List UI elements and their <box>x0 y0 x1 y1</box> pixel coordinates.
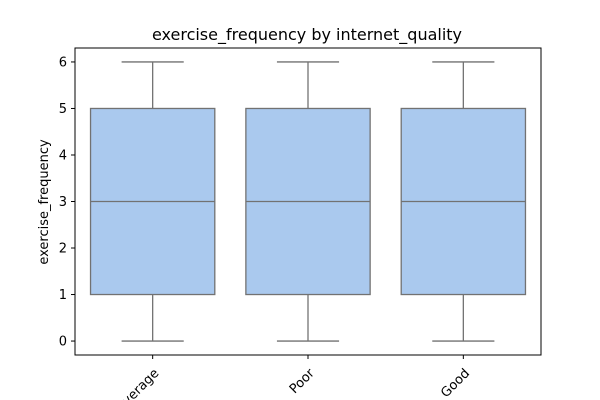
x-axis: Average Poor Good <box>114 355 473 400</box>
y-tick-label: 0 <box>59 335 67 350</box>
x-tick-label: Good <box>438 366 473 400</box>
y-tick-label: 2 <box>59 242 67 257</box>
x-tick-label: Poor <box>287 366 318 397</box>
boxes-group <box>89 61 527 342</box>
y-tick-label: 1 <box>59 288 67 303</box>
y-tick-label: 6 <box>59 55 67 70</box>
y-tick-label: 4 <box>59 148 67 163</box>
y-tick-label: 3 <box>59 195 67 210</box>
y-tick-label: 5 <box>59 102 67 117</box>
x-tick-label: Average <box>114 366 162 400</box>
y-axis-label: exercise_frequency <box>37 139 52 265</box>
y-axis: 0 1 2 3 4 5 6 <box>59 55 75 350</box>
chart-title: exercise_frequency by internet_quality <box>152 25 462 45</box>
